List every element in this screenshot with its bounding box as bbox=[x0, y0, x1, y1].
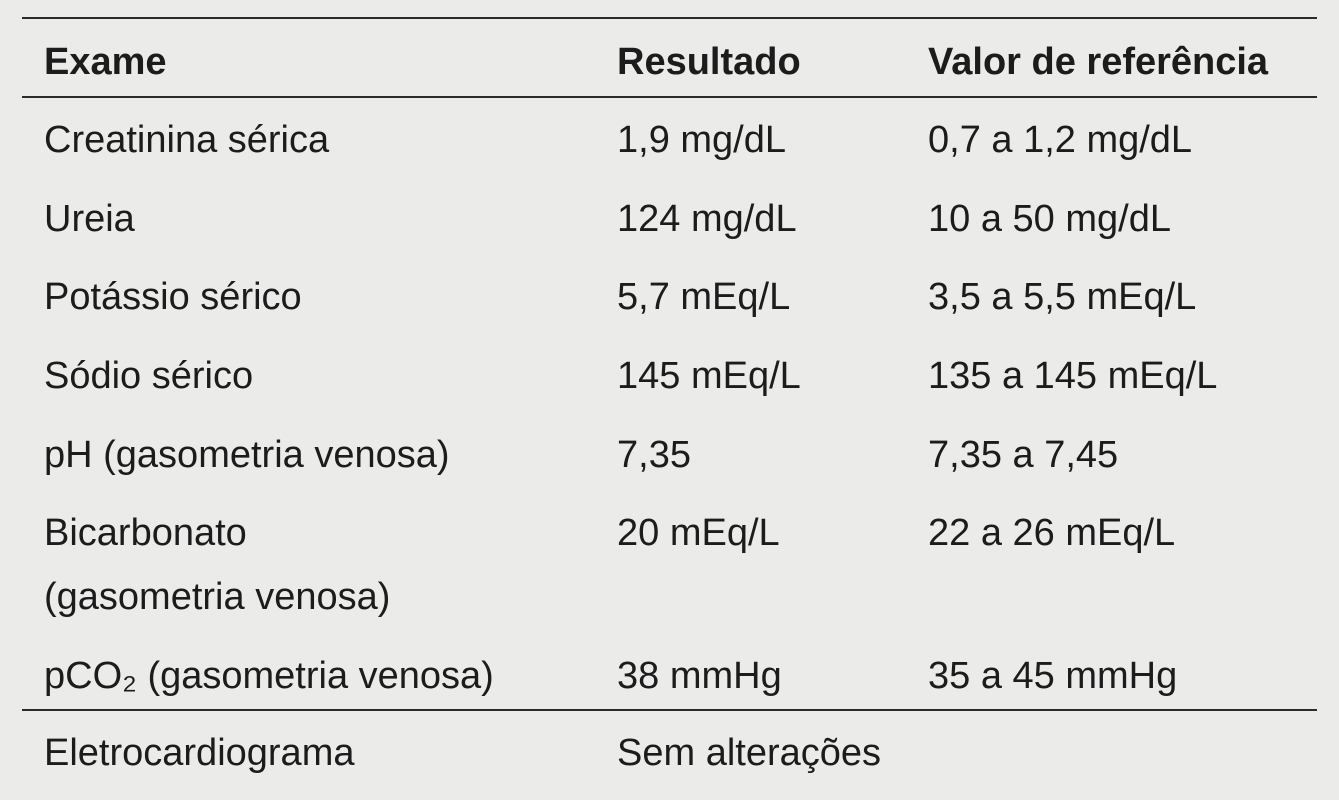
table-cell: Potássio sérico bbox=[44, 276, 302, 318]
table-cell: 7,35 bbox=[617, 434, 691, 476]
footer-rule bbox=[22, 709, 1317, 711]
header-cell: Resultado bbox=[617, 41, 801, 83]
table-cell: 0,7 a 1,2 mg/dL bbox=[928, 119, 1193, 161]
header-rule bbox=[22, 96, 1317, 98]
table-cell: Bicarbonato (gasometria venosa) bbox=[44, 512, 391, 618]
footer-cell: Sem alterações bbox=[617, 732, 882, 774]
table-cell: 7,35 a 7,45 bbox=[928, 434, 1119, 476]
header-cell: Exame bbox=[44, 41, 167, 83]
table-cell: 135 a 145 mEq/L bbox=[928, 355, 1218, 397]
table-cell: 5,7 mEq/L bbox=[617, 276, 791, 318]
table-cell: 1,9 mg/dL bbox=[617, 119, 786, 161]
table-cell: pH (gasometria venosa) bbox=[44, 434, 450, 476]
table-cell: 145 mEq/L bbox=[617, 355, 801, 397]
table-cell: pCO₂ (gasometria venosa) bbox=[44, 655, 494, 697]
footer-cell: Eletrocardiograma bbox=[44, 732, 355, 774]
header-cell: Valor de referência bbox=[928, 41, 1269, 83]
table-cell: Creatinina sérica bbox=[44, 119, 330, 161]
table-cell: 35 a 45 mmHg bbox=[928, 655, 1178, 697]
table-cell: 20 mEq/L bbox=[617, 512, 780, 554]
table-cell: Sódio sérico bbox=[44, 355, 254, 397]
table-cell: 10 a 50 mg/dL bbox=[928, 198, 1171, 240]
table-cell: 3,5 a 5,5 mEq/L bbox=[928, 276, 1197, 318]
top-rule bbox=[22, 17, 1317, 19]
table-cell: 38 mmHg bbox=[617, 655, 782, 697]
table-cell: 22 a 26 mEq/L bbox=[928, 512, 1176, 554]
table-cell: 124 mg/dL bbox=[617, 198, 797, 240]
table-cell: Ureia bbox=[44, 198, 135, 240]
